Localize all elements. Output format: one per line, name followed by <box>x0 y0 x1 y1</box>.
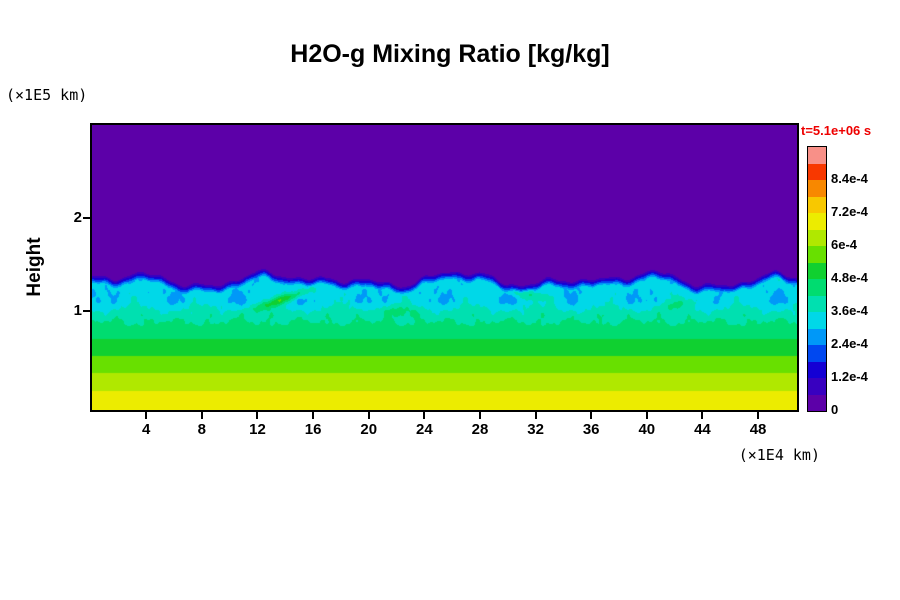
x-tick-mark <box>645 412 648 419</box>
heatmap-canvas <box>92 125 797 410</box>
x-tick-label: 32 <box>527 421 544 438</box>
y-tick-mark <box>83 309 90 312</box>
x-tick-mark <box>423 412 426 419</box>
x-tick-mark <box>312 412 315 419</box>
x-tick-mark <box>590 412 593 419</box>
colorbar-segment <box>808 361 826 378</box>
x-tick-mark <box>367 412 370 419</box>
colorbar-tick-label: 6e-4 <box>831 237 858 252</box>
colorbar-tick-label: 1.2e-4 <box>831 369 868 384</box>
x-tick-mark <box>478 412 481 419</box>
x-tick-mark <box>200 412 203 419</box>
x-unit-label: (×1E4 km) <box>738 446 820 464</box>
chart-title: H2O-g Mixing Ratio [kg/kg] <box>290 40 610 68</box>
x-tick-mark <box>757 412 760 419</box>
y-tick-label: 1 <box>73 301 82 319</box>
x-tick-mark <box>145 412 148 419</box>
colorbar-tick-label: 3.6e-4 <box>831 303 868 318</box>
x-tick-mark <box>701 412 704 419</box>
x-tick-label: 48 <box>749 421 767 438</box>
colorbar-tick-label: 8.4e-4 <box>831 171 868 186</box>
colorbar <box>807 146 827 412</box>
colorbar-segment <box>808 262 826 279</box>
x-tick-label: 12 <box>249 421 266 438</box>
x-tick-mark <box>534 412 537 419</box>
colorbar-segment <box>808 147 826 164</box>
colorbar-segment <box>808 345 826 362</box>
colorbar-segment <box>808 394 826 411</box>
colorbar-segment <box>808 328 826 345</box>
x-tick-label: 4 <box>142 421 151 438</box>
colorbar-segment <box>808 378 826 395</box>
colorbar-segment <box>808 279 826 296</box>
x-tick-label: 36 <box>582 421 600 438</box>
colorbar-segment <box>808 246 826 263</box>
x-tick-label: 8 <box>197 421 207 438</box>
x-tick-label: 28 <box>471 421 489 438</box>
colorbar-tick-label: 4.8e-4 <box>831 270 868 285</box>
y-tick-label: 2 <box>73 208 82 226</box>
colorbar-segment <box>808 163 826 180</box>
y-tick-mark <box>83 216 90 219</box>
colorbar-segment <box>808 196 826 213</box>
x-tick-label: 24 <box>415 421 433 438</box>
colorbar-tick-label: 2.4e-4 <box>831 336 868 351</box>
colorbar-tick-label: 7.2e-4 <box>831 204 868 219</box>
colorbar-segment <box>808 312 826 329</box>
y-axis-label: Height <box>24 237 45 297</box>
colorbar-segment <box>808 229 826 246</box>
x-tick-label: 20 <box>360 421 378 438</box>
colorbar-tick-label: 0 <box>831 402 839 417</box>
x-tick-label: 40 <box>638 421 656 438</box>
colorbar-segment <box>808 295 826 312</box>
time-label: t=5.1e+06 s <box>801 123 872 138</box>
y-unit-label: (×1E5 km) <box>6 86 88 104</box>
colorbar-segment <box>808 213 826 230</box>
colorbar-segment <box>808 180 826 197</box>
plot-frame <box>90 123 799 412</box>
x-tick-label: 44 <box>694 421 711 438</box>
x-tick-mark <box>256 412 259 419</box>
x-tick-label: 16 <box>304 421 322 438</box>
